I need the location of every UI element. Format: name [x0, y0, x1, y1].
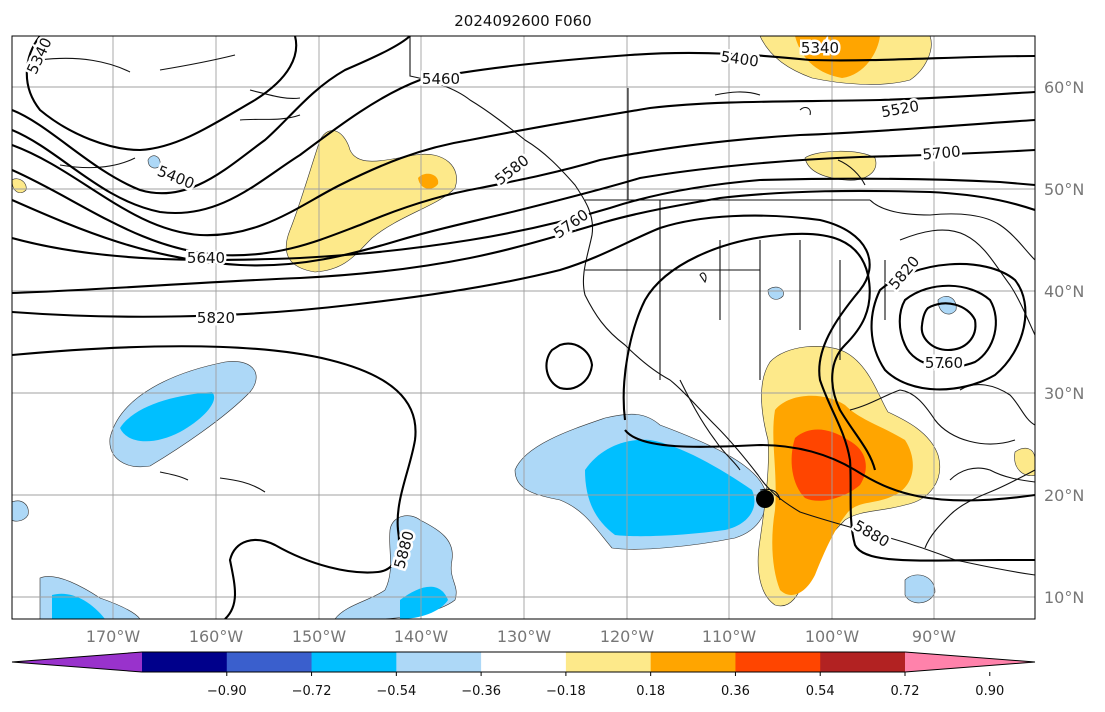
lat-label: 40°N	[1044, 282, 1084, 301]
height-contours	[12, 36, 1035, 619]
colorbar-segment	[735, 652, 821, 672]
map-area: 5340 5400 5460 5400 5340 5520 5700 5580 …	[12, 36, 1035, 619]
colorbar-segment	[396, 652, 482, 672]
colorbar-segment	[481, 652, 567, 672]
colorbar-tick-label: 0.72	[891, 684, 920, 699]
negative-anomaly-fill	[12, 155, 957, 619]
lat-label: 10°N	[1044, 588, 1084, 607]
colorbar-segment	[142, 652, 228, 672]
lon-label: 130°W	[497, 627, 552, 646]
colorbar-extend-max	[905, 652, 1035, 672]
lon-label: 90°W	[912, 627, 956, 646]
colorbar-segment	[226, 652, 313, 672]
colorbar-outline	[11, 651, 1036, 673]
lat-label: 20°N	[1044, 486, 1084, 505]
colorbar-segment	[565, 652, 652, 672]
colorbar-tick-label: −0.36	[461, 684, 501, 699]
coastlines	[39, 36, 1035, 576]
lat-label: 60°N	[1044, 78, 1084, 97]
lon-label: 110°W	[702, 627, 757, 646]
colorbar-tick-label: 0.18	[636, 684, 665, 699]
contour-label: 5700	[922, 142, 962, 163]
contour-label: 5820	[197, 309, 235, 327]
lon-label: 150°W	[292, 627, 347, 646]
map-frame	[11, 35, 1036, 620]
contour-label: 5340	[801, 39, 839, 57]
lon-label: 140°W	[394, 627, 449, 646]
colorbar-tick-label: −0.90	[207, 684, 247, 699]
colorbar-segment	[650, 652, 736, 672]
lon-label: 160°W	[189, 627, 244, 646]
colorbar-tick-label: 0.90	[975, 684, 1004, 699]
colorbar-extend-min	[12, 652, 142, 672]
colorbar-tick-label: 0.54	[806, 684, 835, 699]
lon-label: 120°W	[600, 627, 655, 646]
colorbar-tick-label: −0.54	[376, 684, 416, 699]
graticule	[12, 36, 1035, 619]
colorbar-tick-label: −0.18	[546, 684, 586, 699]
lon-label: 100°W	[805, 627, 860, 646]
latitude-labels: 60°N 50°N 40°N 30°N 20°N 10°N	[1044, 78, 1084, 607]
colorbar-segment	[311, 652, 397, 672]
contour-label: 5760	[925, 354, 963, 372]
lat-label: 50°N	[1044, 180, 1084, 199]
longitude-labels: 170°W 160°W 150°W 140°W 130°W 120°W 110°…	[86, 627, 956, 646]
colorbar-tick-label: 0.36	[721, 684, 750, 699]
storm-position-marker	[756, 490, 774, 508]
colorbar: −0.90 −0.72 −0.54 −0.36 −0.18 0.18 0.36 0.54 0.7…	[11, 651, 1036, 699]
colorbar-tick-label: −0.72	[292, 684, 332, 699]
contour-label: 5640	[187, 249, 225, 267]
lat-label: 30°N	[1044, 384, 1084, 403]
lon-label: 170°W	[86, 627, 141, 646]
map-title: 2024092600 F060	[454, 12, 591, 30]
contour-label: 5460	[422, 70, 460, 88]
colorbar-segment	[820, 652, 906, 672]
